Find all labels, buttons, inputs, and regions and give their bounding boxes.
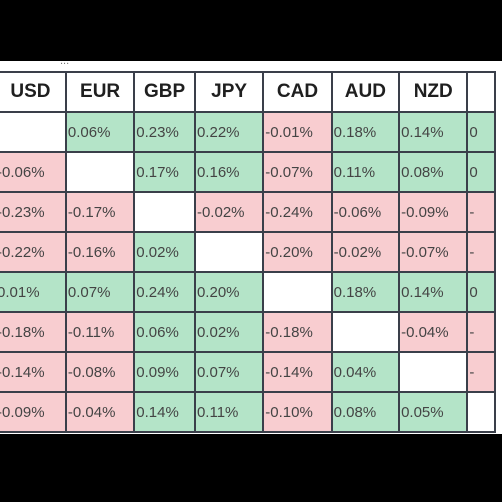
heat-cell: -0.09% (0, 391, 67, 433)
heat-cell: - (466, 191, 496, 233)
heat-cell (398, 351, 469, 393)
heat-cell: 0.14% (398, 271, 469, 313)
heat-cell: - (466, 231, 496, 273)
heat-cell: - (466, 311, 496, 353)
heat-cell (330, 311, 401, 353)
heat-cell: -0.06% (0, 151, 67, 193)
heat-cell (193, 231, 265, 273)
column-header-usd: USD (0, 71, 67, 113)
heat-cell: 0.23% (133, 111, 196, 153)
header-row: USD EUR GBP JPY CAD AUD NZD (0, 71, 496, 113)
heat-cell: 0.18% (330, 271, 401, 313)
heat-cell: 0.08% (398, 151, 469, 193)
column-header-jpy: JPY (193, 71, 265, 113)
heat-cell: -0.17% (64, 191, 136, 233)
heat-cell: -0.04% (398, 311, 469, 353)
heat-cell: 0.04% (330, 351, 401, 393)
heat-cell: -0.04% (64, 391, 136, 433)
column-header-extra (466, 71, 496, 113)
heat-cell: 0.22% (193, 111, 265, 153)
heat-cell (0, 111, 67, 153)
heat-cell: -0.02% (330, 231, 401, 273)
heat-cell: -0.14% (0, 351, 67, 393)
heat-cell: -0.22% (0, 231, 67, 273)
heat-cell: 0.18% (330, 111, 401, 153)
column-header-cad: CAD (262, 71, 333, 113)
heat-cell: 0.17% (133, 151, 196, 193)
heat-cell: 0.14% (133, 391, 196, 433)
heat-cell: 0.06% (133, 311, 196, 353)
heat-cell: -0.14% (262, 351, 333, 393)
heat-cell: -0.09% (398, 191, 469, 233)
table-row: 0.01% 0.07% 0.24% 0.20% 0.18% 0.14% 0 (0, 271, 496, 313)
heat-cell: -0.10% (262, 391, 333, 433)
table-row: -0.18% -0.11% 0.06% 0.02% -0.18% -0.04% - (0, 311, 496, 353)
heat-cell: 0.11% (193, 391, 265, 433)
heat-cell: -0.18% (0, 311, 67, 353)
heat-cell: -0.02% (193, 191, 265, 233)
heat-cell: -0.20% (262, 231, 333, 273)
currency-heat-map: USD EUR GBP JPY CAD AUD NZD 0.06% 0.23% 0.22% -0.… (0, 71, 496, 433)
heat-cell: 0.16% (193, 151, 265, 193)
heat-cell: 0.09% (133, 351, 196, 393)
heat-cell: 0.01% (0, 271, 67, 313)
table-caption: ... (0, 61, 502, 71)
column-header-aud: AUD (330, 71, 401, 113)
column-header-gbp: GBP (133, 71, 196, 113)
table-row: 0.06% 0.23% 0.22% -0.01% 0.18% 0.14% 0 (0, 111, 496, 153)
heat-cell (64, 151, 136, 193)
heat-cell: 0 (466, 151, 496, 193)
heat-cell (262, 271, 333, 313)
heat-cell: -0.23% (0, 191, 67, 233)
heat-cell: -0.18% (262, 311, 333, 353)
caption-text: ... (60, 61, 70, 67)
heat-cell: -0.24% (262, 191, 333, 233)
heat-cell: -0.07% (398, 231, 469, 273)
column-header-nzd: NZD (398, 71, 469, 113)
heat-cell: -0.01% (262, 111, 333, 153)
table-row: -0.09% -0.04% 0.14% 0.11% -0.10% 0.08% 0.05% (0, 391, 496, 433)
heat-cell (466, 391, 496, 433)
table-row: -0.23% -0.17% -0.02% -0.24% -0.06% -0.09% - (0, 191, 496, 233)
table-row: -0.14% -0.08% 0.09% 0.07% -0.14% 0.04% - (0, 351, 496, 393)
heat-cell: -0.11% (64, 311, 136, 353)
heat-cell: - (466, 351, 496, 393)
heat-cell: -0.08% (64, 351, 136, 393)
heat-cell: 0.07% (193, 351, 265, 393)
table-row: -0.06% 0.17% 0.16% -0.07% 0.11% 0.08% 0 (0, 151, 496, 193)
heat-cell: 0.14% (398, 111, 469, 153)
heat-cell: 0.08% (330, 391, 401, 433)
heat-cell: 0 (466, 111, 496, 153)
heat-cell (133, 191, 196, 233)
heat-cell: 0.05% (398, 391, 469, 433)
heat-map-panel: ... USD EUR GBP JPY CAD AUD NZD 0.06% 0.23% 0.22… (0, 61, 502, 434)
heat-cell: -0.07% (262, 151, 333, 193)
heat-cell: 0.02% (193, 311, 265, 353)
heat-cell: 0.24% (133, 271, 196, 313)
heat-cell: 0.20% (193, 271, 265, 313)
heat-cell: -0.16% (64, 231, 136, 273)
column-header-eur: EUR (64, 71, 136, 113)
heat-cell: -0.06% (330, 191, 401, 233)
table-row: -0.22% -0.16% 0.02% -0.20% -0.02% -0.07% - (0, 231, 496, 273)
heat-cell: 0.07% (64, 271, 136, 313)
heat-cell: 0.02% (133, 231, 196, 273)
heat-cell: 0 (466, 271, 496, 313)
heat-cell: 0.11% (330, 151, 401, 193)
heat-cell: 0.06% (64, 111, 136, 153)
